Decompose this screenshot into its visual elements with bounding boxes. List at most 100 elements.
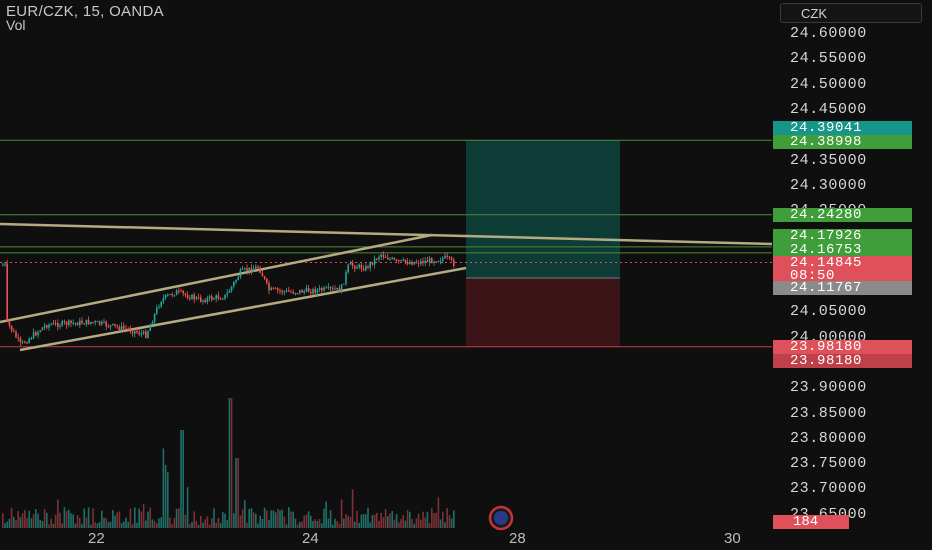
candle-body [314, 288, 316, 293]
candle-body [446, 255, 448, 257]
volume-bar [145, 520, 147, 528]
candle-body [268, 282, 270, 291]
price-axis-label: 23.90000 [790, 379, 867, 397]
candle-body [41, 327, 44, 331]
candle-body [356, 267, 358, 269]
candle-body [8, 319, 11, 326]
volume-bar [351, 489, 354, 528]
volume-bar [369, 522, 371, 528]
candle-body [171, 294, 173, 296]
candle-body [52, 322, 55, 325]
candle-body [87, 319, 90, 325]
candle-body [367, 266, 369, 268]
volume-bar [83, 508, 85, 528]
candle-body [378, 256, 380, 260]
volume-bar [94, 522, 96, 528]
price-tag: 24.14845 [773, 256, 912, 270]
volume-bar [200, 515, 202, 528]
volume-bar [32, 514, 35, 528]
candle-body [290, 291, 292, 293]
candle-body [15, 331, 17, 338]
candle-body [263, 276, 266, 279]
price-tag: 08:50 [773, 269, 912, 283]
volume-bar [371, 515, 374, 528]
volume-bar [270, 510, 272, 528]
symbol-title[interactable]: EUR/CZK, 15, OANDA [6, 3, 164, 20]
volume-bar [279, 510, 281, 528]
candle-body [417, 262, 420, 264]
volume-bar [90, 524, 92, 528]
volume-bar [431, 508, 433, 528]
candle-body [318, 288, 321, 290]
price-axis-label: 24.55000 [790, 50, 867, 68]
volume-bar [103, 517, 105, 528]
volume-bar [244, 500, 246, 528]
volume-bar [112, 510, 114, 528]
price-tag: 24.38998 [773, 135, 912, 149]
candle-body [316, 289, 319, 293]
volume-bar [327, 518, 330, 528]
candle-body [17, 337, 19, 339]
candle-body [26, 342, 28, 344]
volume-bar [299, 521, 301, 528]
volume-bar [4, 523, 6, 528]
price-axis-label: 23.80000 [790, 429, 867, 447]
candle-body [105, 321, 107, 327]
volume-bar [343, 518, 345, 528]
volume-bar [118, 511, 121, 528]
volume-bar [164, 464, 167, 528]
volume-bar [237, 458, 239, 528]
volume-bar [189, 524, 191, 528]
candle-body [96, 321, 99, 323]
candle-body [384, 256, 387, 258]
long-position-loss-zone [466, 278, 620, 347]
volume-bar [131, 524, 134, 528]
candle-body [296, 293, 299, 295]
volume-bar [197, 524, 200, 528]
candle-body [448, 256, 451, 258]
candle-body [413, 261, 415, 265]
candle-body [200, 297, 202, 302]
volume-bar [222, 512, 224, 528]
volume-bar [448, 515, 451, 528]
candle-body [303, 291, 305, 293]
candle-body [358, 264, 360, 268]
candle-body [241, 268, 244, 270]
volume-bar [296, 524, 299, 528]
candle-body [230, 286, 233, 291]
volume-bar [116, 512, 118, 528]
candle-body [43, 325, 46, 328]
candle-body [120, 325, 123, 331]
volume-bar [173, 517, 176, 528]
candle-body [299, 290, 301, 294]
volume-bar [255, 513, 257, 528]
volume-bar [292, 511, 294, 528]
candle-body [65, 322, 68, 326]
time-label-30: 30 [724, 530, 741, 547]
volume-indicator-label[interactable]: Vol [6, 17, 26, 33]
candle-body [283, 291, 286, 293]
candle-body [206, 297, 209, 303]
price-axis-label: 23.75000 [790, 455, 867, 473]
long-position-profit-zone [466, 140, 620, 279]
candle-body [204, 300, 206, 303]
candle-body [294, 293, 297, 295]
volume-bar [21, 513, 24, 528]
candle-body [145, 331, 147, 338]
volume-bar [393, 519, 396, 528]
candle-body [182, 290, 184, 294]
price-tag: 24.24280 [773, 208, 912, 222]
volume-bar [384, 509, 387, 528]
candle-body [279, 290, 281, 292]
volume-bar [17, 510, 19, 528]
volume-bar [52, 523, 55, 528]
currency-button[interactable]: CZK [780, 3, 922, 23]
volume-bar [301, 521, 303, 528]
candle-body [118, 326, 121, 331]
candle-body [4, 263, 6, 265]
volume-bar [134, 507, 136, 528]
volume-bar [226, 520, 228, 528]
volume-bar [307, 511, 310, 528]
